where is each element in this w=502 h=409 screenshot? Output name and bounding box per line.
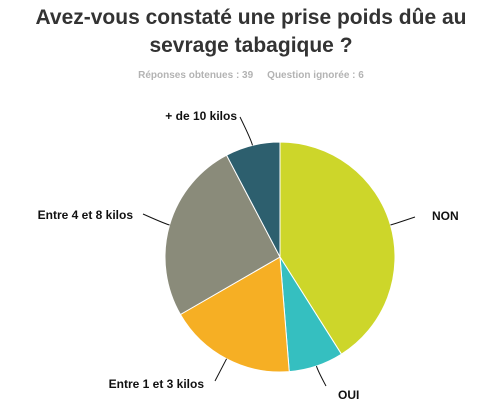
leader-line-2 <box>315 365 327 387</box>
slice-label-3: Entre 1 et 3 kilos <box>109 377 205 391</box>
slice-label-5: + de 10 kilos <box>165 109 237 123</box>
leader-line-1 <box>390 216 416 226</box>
response-stats: Réponses obtenues : 39 Question ignorée :… <box>0 70 502 81</box>
ignored-count: Question ignorée : 6 <box>267 70 364 81</box>
leader-line-3 <box>214 358 227 382</box>
leader-line-5 <box>239 116 253 146</box>
pie-slice-4 <box>164 154 281 316</box>
chart-title-line-2: sevrage tabagique ? <box>149 34 353 57</box>
pie-slice-3 <box>179 256 290 373</box>
pie-slice-5 <box>225 141 281 258</box>
leader-line-4 <box>142 213 170 226</box>
slice-label-2: OUI <box>338 388 359 402</box>
chart-title-line-1: Avez-vous constaté une prise poids dûe a… <box>35 6 467 29</box>
chart-title: Avez-vous constaté une prise poids dûe a… <box>0 4 502 60</box>
slice-label-1: NON <box>432 209 459 223</box>
slice-label-4: Entre 4 et 8 kilos <box>38 208 134 222</box>
responses-count: Réponses obtenues : 39 <box>138 70 254 81</box>
